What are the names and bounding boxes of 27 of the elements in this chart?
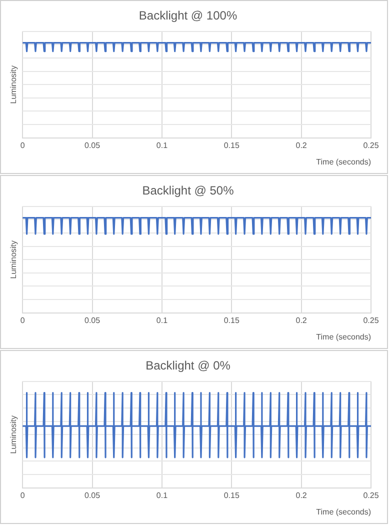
x-axis-title: Time (seconds)	[316, 507, 372, 516]
x-tick-label: 0.15	[224, 490, 240, 500]
x-tick-label: 0.2	[296, 140, 308, 150]
chart-title: Backlight @ 0%	[146, 358, 231, 373]
x-tick-label: 0	[20, 490, 26, 500]
y-axis-title: Luminosity	[9, 65, 18, 104]
chart-title: Backlight @ 100%	[138, 8, 238, 23]
x-tick-label: 0.1	[156, 140, 168, 150]
x-tick-label: 0.05	[84, 140, 101, 150]
x-tick-label: 0.05	[84, 490, 101, 500]
x-tick-label: 0.1	[156, 490, 168, 500]
chart-title: Backlight @ 50%	[142, 184, 234, 198]
x-tick-label: 0.05	[84, 316, 101, 325]
x-tick-label: 0	[20, 140, 26, 150]
x-tick-label: 0.15	[224, 140, 240, 150]
x-axis-title: Time (seconds)	[316, 157, 372, 166]
x-axis-title: Time (seconds)	[316, 332, 372, 342]
x-tick-label: 0.2	[296, 490, 308, 500]
x-tick-label: 0.1	[156, 316, 168, 325]
y-axis-title: Luminosity	[9, 240, 18, 279]
x-tick-label: 0.15	[224, 316, 240, 325]
y-axis-title: Luminosity	[9, 415, 18, 454]
x-tick-label: 0.25	[363, 140, 380, 150]
x-tick-label: 0.2	[296, 316, 308, 325]
x-tick-label: 0	[20, 316, 26, 325]
x-tick-label: 0.25	[363, 316, 380, 325]
x-tick-label: 0.25	[363, 490, 380, 500]
